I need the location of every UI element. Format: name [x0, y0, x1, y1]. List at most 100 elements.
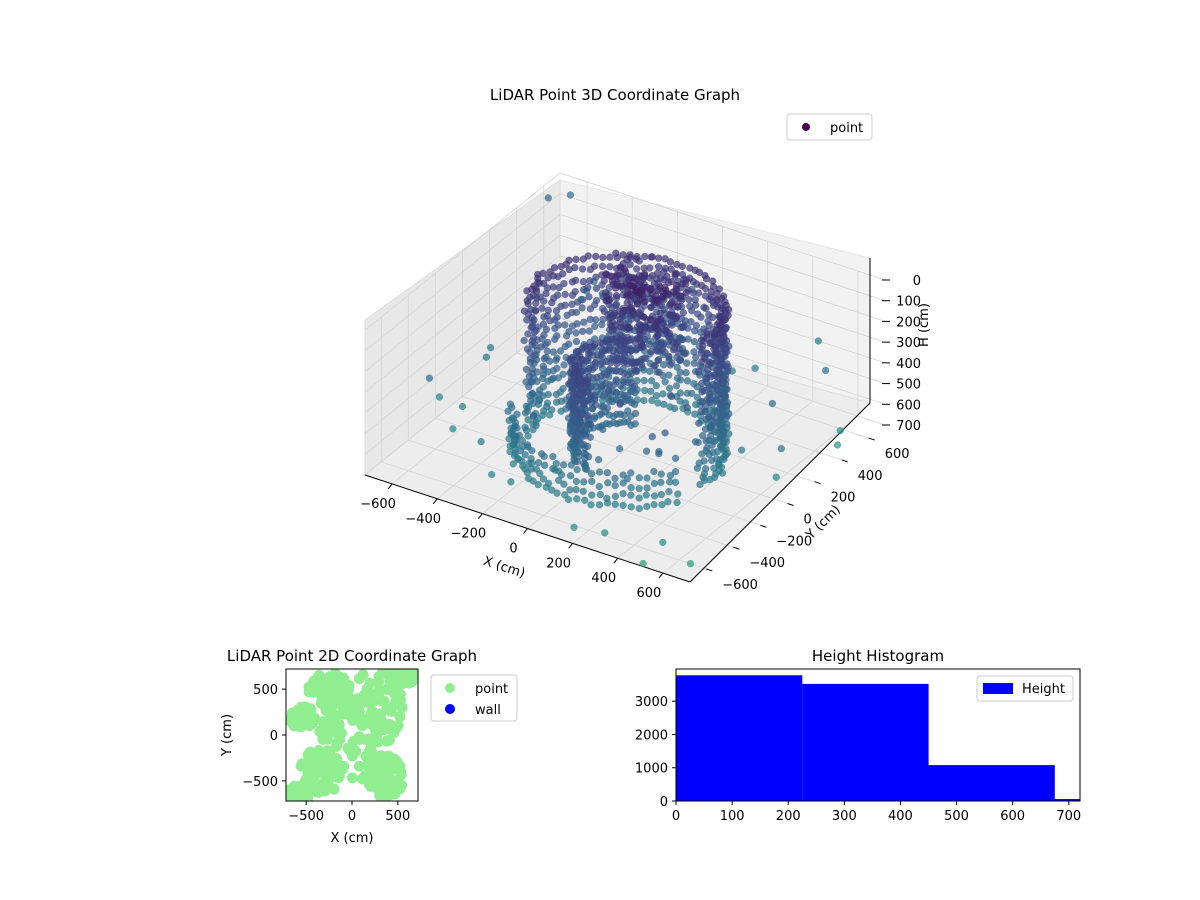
point-3d	[648, 396, 656, 405]
point-3d	[694, 438, 702, 447]
point-3d	[581, 465, 590, 473]
point-3d	[595, 482, 603, 491]
grid-h-100	[364, 193, 886, 352]
chart-3d-points	[425, 191, 844, 568]
point-2d	[316, 752, 327, 764]
point-3d	[604, 479, 612, 487]
point-3d	[540, 452, 548, 460]
histogram-title: Height Histogram	[812, 647, 944, 665]
point-3d	[548, 298, 556, 307]
point-3d	[692, 301, 700, 309]
point-3d	[561, 491, 569, 499]
point-2d	[379, 763, 391, 775]
point-3d	[654, 254, 663, 262]
y-tick-label-2d: 0	[270, 729, 278, 744]
point-2d	[301, 760, 313, 772]
z-tick-label: 400	[896, 357, 921, 372]
point-2d	[330, 710, 342, 722]
chart-2d: LiDAR Point 2D Coordinate Graph −500−500…	[220, 647, 518, 846]
point-3d	[721, 315, 730, 324]
point-3d	[573, 466, 581, 474]
point-3d	[836, 427, 844, 435]
point-3d	[627, 347, 635, 355]
point-3d	[616, 445, 624, 453]
point-2d	[400, 669, 412, 681]
point-3d	[617, 381, 625, 390]
point-3d	[712, 349, 720, 358]
point-3d	[613, 253, 621, 262]
point-2d	[374, 712, 386, 724]
point-2d	[383, 734, 395, 746]
x-tick-label-2d: 500	[385, 809, 410, 824]
grid-floor-x-6	[662, 415, 859, 574]
point-3d	[580, 478, 588, 486]
point-3d	[701, 284, 710, 293]
x-tick-mark	[523, 528, 528, 534]
point-3d	[619, 251, 627, 259]
point-3d	[545, 411, 554, 419]
point-2d	[366, 705, 378, 717]
legend-2d-point-label: point	[475, 682, 508, 697]
point-3d	[532, 299, 540, 307]
point-3d	[640, 376, 648, 385]
point-3d	[639, 559, 647, 568]
point-3d	[627, 304, 636, 312]
point-3d	[566, 486, 574, 494]
point-3d	[650, 479, 659, 488]
grid-h-400	[364, 255, 886, 414]
point-2d	[288, 782, 300, 794]
point-3d	[611, 500, 619, 508]
point-3d	[633, 265, 641, 273]
point-3d	[688, 389, 696, 398]
point-3d	[695, 419, 703, 427]
point-3d	[449, 425, 457, 433]
point-3d	[560, 361, 568, 369]
point-3d	[615, 307, 623, 315]
point-3d	[566, 357, 575, 365]
point-3d	[630, 382, 639, 390]
point-3d	[661, 327, 669, 335]
point-3d	[713, 289, 721, 297]
point-2d	[374, 773, 386, 784]
point-3d	[654, 399, 662, 407]
point-3d	[551, 335, 559, 344]
point-2d	[307, 715, 318, 727]
point-3d	[698, 388, 706, 396]
point-3d	[682, 280, 690, 288]
point-3d	[568, 300, 576, 308]
point-2d	[324, 670, 336, 682]
point-3d	[580, 286, 588, 294]
point-3d	[665, 371, 673, 379]
y-tick-mark	[787, 503, 794, 506]
hist-x-tick-label: 500	[944, 809, 969, 824]
point-3d	[603, 494, 611, 502]
point-2d	[372, 736, 384, 748]
point-3d	[651, 321, 659, 330]
point-3d	[737, 446, 746, 454]
point-3d	[600, 307, 608, 315]
grid-h-200	[364, 213, 886, 372]
point-3d	[627, 483, 635, 492]
point-3d	[546, 268, 554, 276]
point-3d	[573, 443, 582, 451]
point-3d	[507, 478, 515, 486]
point-3d	[599, 253, 607, 262]
point-3d	[623, 371, 632, 379]
y-tick-label: 0	[804, 513, 812, 528]
point-3d	[595, 501, 604, 509]
legend-3d-frame	[786, 113, 873, 141]
point-3d	[718, 469, 727, 477]
x-tick-mark	[613, 557, 619, 564]
point-3d	[588, 477, 596, 486]
point-2d	[348, 702, 360, 714]
point-3d	[702, 374, 711, 383]
point-3d	[612, 284, 620, 292]
point-3d	[586, 305, 595, 313]
point-3d	[573, 495, 581, 503]
point-3d	[617, 323, 625, 331]
legend-3d-marker	[802, 123, 810, 131]
point-3d	[636, 357, 644, 366]
point-3d	[697, 336, 706, 345]
point-3d	[635, 474, 643, 482]
point-3d	[579, 278, 588, 286]
